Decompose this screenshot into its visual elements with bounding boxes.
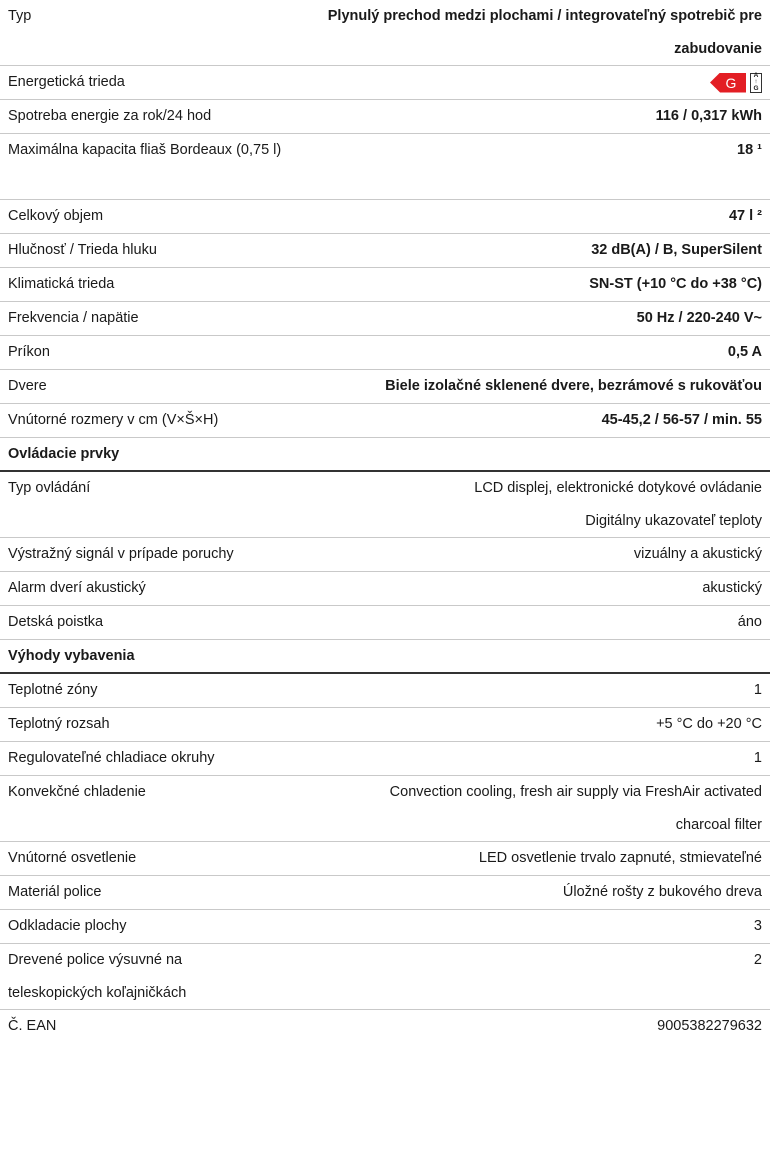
spec-row-type: Typ Plynulý prechod medzi plochami / int…: [0, 0, 770, 66]
spec-row-energy-consumption: Spotreba energie za rok/24 hod 116 / 0,3…: [0, 100, 770, 134]
spec-value: SN-ST (+10 °C do +38 °C): [589, 276, 762, 292]
spec-row-cooling-circuits: Regulovateľné chladiace okruhy 1: [0, 742, 770, 776]
spec-label: Energetická trieda: [8, 74, 125, 90]
spec-row-bottle-capacity: Maximálna kapacita fliaš Bordeaux (0,75 …: [0, 134, 770, 200]
spec-label: Materiál police: [8, 884, 102, 900]
spec-label: Maximálna kapacita fliaš Bordeaux (0,75 …: [8, 142, 282, 158]
spec-value: akustický: [702, 580, 762, 596]
spec-row-door: Dvere Biele izolačné sklenené dvere, bez…: [0, 370, 770, 404]
spec-value: 1: [753, 750, 762, 766]
spec-label: Výstražný signál v prípade poruchy: [8, 546, 234, 562]
spec-value: Biele izolačné sklenené dvere, bezrámové…: [385, 378, 762, 394]
energy-scale-arrow: ↑: [754, 78, 758, 86]
spec-value: LCD displej, elektronické dotykové ovlád…: [474, 472, 762, 538]
spec-row-temperature-range: Teplotný rozsah +5 °C do +20 °C: [0, 708, 770, 742]
spec-value: 32 dB(A) / B, SuperSilent: [591, 242, 762, 258]
energy-scale-top: A: [753, 71, 759, 79]
spec-value-line: LCD displej, elektronické dotykové ovlád…: [474, 480, 762, 496]
spec-label: Frekvencia / napätie: [8, 310, 139, 326]
spec-label: Alarm dverí akustický: [8, 580, 146, 596]
energy-scale-icon: A ↑ G: [750, 71, 762, 93]
spec-row-fault-alarm: Výstražný signál v prípade poruchy vizuá…: [0, 538, 770, 572]
spec-row-telescopic-shelves: Drevené police výsuvné na teleskopických…: [0, 944, 770, 1010]
section-title: Výhody vybavenia: [8, 648, 135, 664]
spec-value: Úložné rošty z bukového dreva: [562, 884, 762, 900]
spec-label: Regulovateľné chladiace okruhy: [8, 750, 215, 766]
spec-row-child-lock: Detská poistka áno: [0, 606, 770, 640]
spec-row-total-volume: Celkový objem 47 l ²: [0, 200, 770, 234]
spec-value: Convection cooling, fresh air supply via…: [389, 784, 762, 833]
spec-row-frequency-voltage: Frekvencia / napätie 50 Hz / 220-240 V~: [0, 302, 770, 336]
spec-value: 116 / 0,317 kWh: [655, 108, 762, 124]
spec-row-energy-class: Energetická trieda G A ↑ G: [0, 66, 770, 100]
spec-label: Drevené police výsuvné na teleskopických…: [8, 952, 187, 1001]
energy-label-badge: G A ↑ G: [700, 66, 762, 99]
spec-row-ean: Č. EAN 9005382279632: [0, 1010, 770, 1044]
spec-row-power-input: Príkon 0,5 A: [0, 336, 770, 370]
spec-row-convection-cooling: Konvekčné chladenie Convection cooling, …: [0, 776, 770, 842]
spec-label: Typ: [8, 8, 32, 24]
energy-class-arrow: G: [710, 72, 746, 93]
spec-value: 2: [753, 952, 762, 968]
energy-scale-bottom: G: [753, 84, 759, 92]
spec-label: Detská poistka: [8, 614, 104, 630]
spec-value: Plynulý prechod medzi plochami / integro…: [327, 8, 762, 57]
spec-label: Dvere: [8, 378, 47, 394]
spec-row-shelf-material: Materiál police Úložné rošty z bukového …: [0, 876, 770, 910]
section-title: Ovládacie prvky: [8, 446, 120, 462]
spec-label: Č. EAN: [8, 1018, 57, 1034]
spec-label: Celkový objem: [8, 208, 104, 224]
spec-label: Konvekčné chladenie: [8, 784, 146, 800]
spec-row-storage-surfaces: Odkladacie plochy 3: [0, 910, 770, 944]
spec-row-interior-lighting: Vnútorné osvetlenie LED osvetlenie trval…: [0, 842, 770, 876]
spec-value: 18 ¹: [737, 142, 762, 158]
spec-row-noise: Hlučnosť / Trieda hluku 32 dB(A) / B, Su…: [0, 234, 770, 268]
section-heading-features: Výhody vybavenia: [0, 640, 770, 674]
spec-value: áno: [737, 614, 762, 630]
spec-sheet: Typ Plynulý prechod medzi plochami / int…: [0, 0, 770, 1044]
spec-label: Vnútorné osvetlenie: [8, 850, 137, 866]
spec-label: Teplotné zóny: [8, 682, 98, 698]
spec-value: 0,5 A: [727, 344, 762, 360]
spec-label: Klimatická trieda: [8, 276, 115, 292]
spec-value: +5 °C do +20 °C: [656, 716, 762, 732]
spec-label: Vnútorné rozmery v cm (V×Š×H): [8, 412, 219, 428]
spec-value: vizuálny a akustický: [633, 546, 762, 562]
spec-value: 9005382279632: [657, 1018, 762, 1034]
spec-value: 3: [753, 918, 762, 934]
spec-value: 50 Hz / 220-240 V~: [636, 310, 762, 326]
spec-row-control-type: Typ ovládání LCD displej, elektronické d…: [0, 472, 770, 538]
spec-label: Odkladacie plochy: [8, 918, 127, 934]
spec-value: LED osvetlenie trvalo zapnuté, stmievate…: [478, 850, 762, 866]
spec-row-climate-class: Klimatická trieda SN-ST (+10 °C do +38 °…: [0, 268, 770, 302]
spec-label: Spotreba energie za rok/24 hod: [8, 108, 212, 124]
spec-label: Typ ovládání: [8, 480, 91, 496]
section-heading-controls: Ovládacie prvky: [0, 438, 770, 472]
spec-row-temperature-zones: Teplotné zóny 1: [0, 674, 770, 708]
spec-value: 45-45,2 / 56-57 / min. 55: [601, 412, 762, 428]
spec-value: 1: [753, 682, 762, 698]
spec-label: Hlučnosť / Trieda hluku: [8, 242, 157, 258]
spec-label: Príkon: [8, 344, 50, 360]
spec-value: 47 l ²: [728, 208, 762, 224]
spec-row-interior-dimensions: Vnútorné rozmery v cm (V×Š×H) 45-45,2 / …: [0, 404, 770, 438]
spec-value-line: Digitálny ukazovateľ teploty: [585, 513, 762, 529]
spec-row-door-alarm: Alarm dverí akustický akustický: [0, 572, 770, 606]
spec-label: Teplotný rozsah: [8, 716, 110, 732]
